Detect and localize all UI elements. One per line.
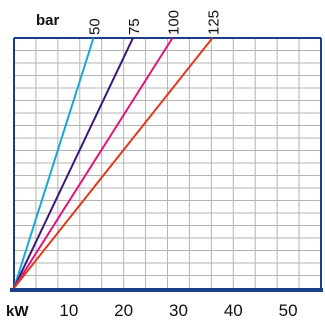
- series-label-100: 100: [165, 10, 182, 35]
- series-line-125: [13, 37, 214, 289]
- series-line-75: [13, 37, 134, 289]
- series-label-50: 50: [86, 18, 103, 35]
- series-label-125: 125: [205, 10, 222, 35]
- x-tick-label: 30: [169, 301, 188, 320]
- series-label-75: 75: [126, 18, 143, 35]
- x-tick-label: 10: [59, 301, 78, 320]
- labels: bar kW 10 20 30 40 50 50 75 100 125: [6, 10, 298, 320]
- x-axis-unit-label: kW: [6, 303, 29, 320]
- grid: [14, 38, 321, 288]
- series-lines: [13, 37, 214, 289]
- x-tick-label: 40: [224, 301, 243, 320]
- series-line-50: [13, 37, 95, 289]
- x-tick-label: 50: [279, 301, 298, 320]
- series-line-100: [13, 37, 174, 289]
- legend-title: bar: [36, 12, 60, 29]
- x-tick-label: 20: [114, 301, 133, 320]
- axes: [10, 37, 323, 292]
